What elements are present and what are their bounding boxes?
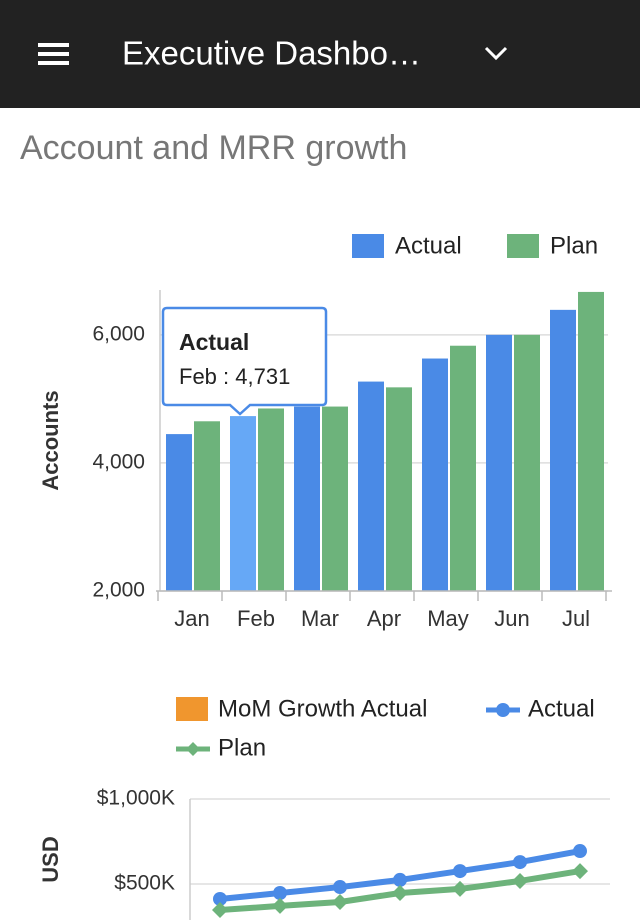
- bar: [486, 334, 512, 591]
- bar: [258, 408, 284, 591]
- y-tick-label: $1,000K: [97, 787, 175, 810]
- circle-marker: [573, 844, 587, 859]
- diamond-marker: [186, 742, 200, 756]
- bar: [194, 421, 220, 591]
- legend-label: Plan: [218, 734, 266, 761]
- section-title: Account and MRR growth: [20, 129, 407, 167]
- circle-marker: [453, 864, 467, 879]
- menu-bar: [38, 61, 69, 65]
- circle-marker: [273, 886, 287, 901]
- bar: [386, 387, 412, 591]
- bar: [358, 381, 384, 591]
- tooltip-text: Feb : 4,731: [179, 364, 290, 389]
- x-tick-label: Jun: [494, 606, 529, 631]
- bar: [550, 309, 576, 591]
- x-tick-label: Mar: [301, 606, 339, 631]
- diamond-marker: [572, 863, 588, 880]
- bar: [514, 334, 540, 591]
- bar: [422, 358, 448, 591]
- bar: [230, 416, 256, 591]
- diamond-marker: [392, 885, 408, 902]
- x-tick-label: Feb: [237, 606, 275, 631]
- circle-marker: [333, 880, 347, 895]
- legend-label: Actual: [528, 695, 595, 722]
- legend-label: MoM Growth Actual: [218, 695, 427, 722]
- circle-marker: [513, 855, 527, 870]
- bar: [294, 406, 320, 591]
- legend-swatch: [352, 234, 384, 258]
- x-tick-label: Jul: [562, 606, 590, 631]
- circle-marker: [496, 703, 510, 717]
- app-bar: [0, 0, 640, 108]
- y-tick-label: 4,000: [92, 450, 145, 473]
- menu-button[interactable]: [38, 43, 69, 65]
- tooltip-box: [161, 306, 328, 416]
- diamond-marker: [452, 880, 468, 897]
- y-tick-label: $500K: [114, 872, 175, 895]
- x-tick-label: Jan: [174, 606, 209, 631]
- circle-marker: [393, 872, 407, 887]
- y-tick-label: 2,000: [92, 579, 145, 602]
- menu-bar: [38, 52, 69, 56]
- y-tick-label: 6,000: [92, 322, 145, 345]
- bar: [322, 406, 348, 591]
- x-tick-label: May: [427, 606, 469, 631]
- dropdown-chevron[interactable]: [484, 46, 508, 61]
- legend-label: Plan: [550, 232, 598, 259]
- legend-swatch: [507, 234, 539, 258]
- y-axis-label: Accounts: [38, 390, 63, 490]
- circle-marker: [213, 891, 227, 906]
- bar: [166, 434, 192, 591]
- diamond-marker: [512, 872, 528, 889]
- y-axis-label: USD: [38, 836, 63, 882]
- bar: [450, 345, 476, 591]
- bar: [578, 291, 604, 591]
- diamond-marker: [332, 894, 348, 911]
- diamond-marker: [272, 897, 288, 914]
- legend-swatch: [176, 697, 208, 721]
- legend-label: Actual: [395, 232, 462, 259]
- dashboard-title[interactable]: Executive Dashbo…: [122, 35, 421, 72]
- menu-bar: [38, 43, 69, 47]
- diamond-marker: [212, 902, 228, 919]
- tooltip-title: Actual: [179, 329, 249, 355]
- x-tick-label: Apr: [367, 606, 401, 631]
